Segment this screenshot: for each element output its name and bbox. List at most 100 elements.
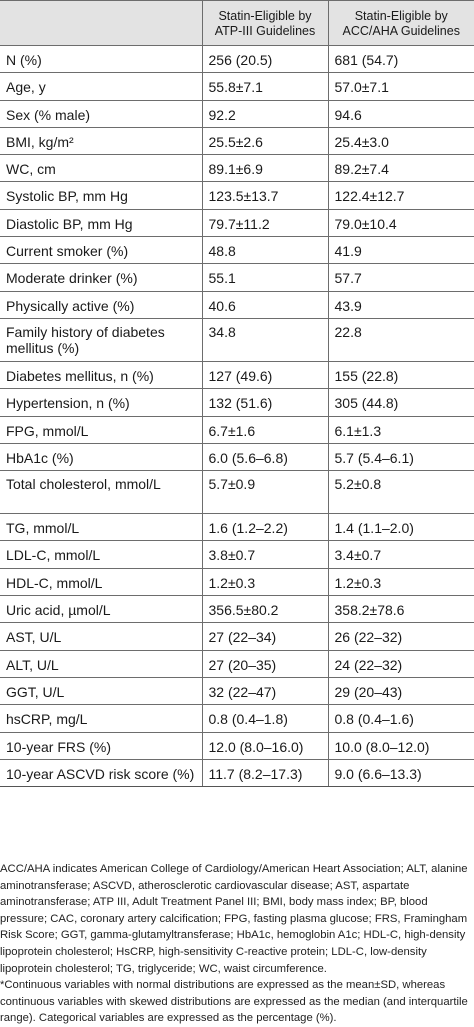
row-label: Current smoker (%) — [0, 236, 203, 265]
characteristics-table: Statin-Eligible by ATP-III Guidelines St… — [0, 0, 474, 788]
acc-aha-value: 41.9 — [328, 236, 474, 265]
row-label: Moderate drinker (%) — [0, 263, 203, 292]
table-row: HDL-C, mmol/L 1.2±0.3 1.2±0.3 — [0, 568, 474, 597]
table-row: hsCRP, mg/L 0.8 (0.4–1.8) 0.8 (0.4–1.6) — [0, 704, 474, 733]
table-row: Family history of diabetes mellitus (%) 3… — [0, 318, 474, 362]
table-row: BMI, kg/m² 25.5±2.6 25.4±3.0 — [0, 127, 474, 156]
row-label: TG, mmol/L — [0, 513, 203, 542]
table-row: TG, mmol/L 1.6 (1.2–2.2) 1.4 (1.1–2.0) — [0, 513, 474, 542]
acc-aha-value: 5.7 (5.4–6.1) — [328, 443, 474, 472]
table-row: Moderate drinker (%) 55.1 57.7 — [0, 263, 474, 292]
acc-aha-value: 10.0 (8.0–12.0) — [328, 732, 474, 760]
atp-iii-value: 11.7 (8.2–17.3) — [202, 759, 329, 788]
table-row: LDL-C, mmol/L 3.8±0.7 3.4±0.7 — [0, 540, 474, 569]
table-row: Physically active (%) 40.6 43.9 — [0, 291, 474, 319]
row-label: HDL-C, mmol/L — [0, 568, 203, 597]
table-row: HbA1c (%) 6.0 (5.6–6.8) 5.7 (5.4–6.1) — [0, 443, 474, 472]
atp-iii-value: 356.5±80.2 — [202, 595, 329, 624]
table-row: Diastolic BP, mm Hg 79.7±11.2 79.0±10.4 — [0, 209, 474, 238]
row-label: AST, U/L — [0, 622, 203, 651]
acc-aha-value: 22.8 — [328, 318, 474, 362]
atp-iii-value: 12.0 (8.0–16.0) — [202, 732, 329, 760]
row-label: LDL-C, mmol/L — [0, 540, 203, 569]
row-label: 10-year ASCVD risk score (%) — [0, 759, 203, 788]
header-acc-line2: ACC/AHA Guidelines — [342, 23, 460, 38]
row-label: Sex (% male) — [0, 100, 203, 128]
atp-iii-value: 55.1 — [202, 263, 329, 292]
row-label: Diastolic BP, mm Hg — [0, 209, 203, 238]
header-acc-aha: Statin-Eligible by ACC/AHA Guidelines — [328, 0, 474, 46]
row-label: HbA1c (%) — [0, 443, 203, 472]
acc-aha-value: 155 (22.8) — [328, 361, 474, 390]
header-acc-line1: Statin-Eligible by — [354, 8, 448, 23]
footnote-abbreviations: ACC/AHA indicates American College of Ca… — [0, 863, 468, 975]
table-row: ALT, U/L 27 (20–35) 24 (22–32) — [0, 650, 474, 678]
acc-aha-value: 122.4±12.7 — [328, 181, 474, 210]
table-row: Sex (% male) 92.2 94.6 — [0, 100, 474, 128]
atp-iii-value: 3.8±0.7 — [202, 540, 329, 569]
acc-aha-value: 305 (44.8) — [328, 388, 474, 417]
atp-iii-value: 34.8 — [202, 318, 329, 362]
row-label: FPG, mmol/L — [0, 416, 203, 444]
atp-iii-value: 123.5±13.7 — [202, 181, 329, 210]
table-row: 10-year FRS (%) 12.0 (8.0–16.0) 10.0 (8.0–… — [0, 732, 474, 760]
acc-aha-value: 24 (22–32) — [328, 650, 474, 678]
atp-iii-value: 48.8 — [202, 236, 329, 265]
header-atp-line1: Statin-Eligible by — [218, 8, 312, 23]
table-row: WC, cm 89.1±6.9 89.2±7.4 — [0, 154, 474, 183]
table-row: Current smoker (%) 48.8 41.9 — [0, 236, 474, 265]
atp-iii-value: 256 (20.5) — [202, 45, 329, 74]
acc-aha-value: 79.0±10.4 — [328, 209, 474, 238]
atp-iii-value: 89.1±6.9 — [202, 154, 329, 183]
atp-iii-value: 127 (49.6) — [202, 361, 329, 390]
row-label: GGT, U/L — [0, 677, 203, 706]
row-label: 10-year FRS (%) — [0, 732, 203, 760]
row-label: hsCRP, mg/L — [0, 704, 203, 733]
table-header: Statin-Eligible by ATP-III Guidelines St… — [0, 0, 474, 46]
atp-iii-value: 55.8±7.1 — [202, 72, 329, 101]
table-row: Systolic BP, mm Hg 123.5±13.7 122.4±12.7 — [0, 181, 474, 210]
header-row: Statin-Eligible by ATP-III Guidelines St… — [0, 0, 474, 46]
table-footnote: ACC/AHA indicates American College of Ca… — [0, 861, 470, 1027]
atp-iii-value: 27 (20–35) — [202, 650, 329, 678]
acc-aha-value: 681 (54.7) — [328, 45, 474, 74]
header-label-cell — [0, 0, 203, 46]
footnote-note: *Continuous variables with normal distri… — [0, 979, 468, 1025]
atp-iii-value: 1.6 (1.2–2.2) — [202, 513, 329, 542]
row-label: N (%) — [0, 45, 203, 74]
atp-iii-value: 0.8 (0.4–1.8) — [202, 704, 329, 733]
acc-aha-value: 57.7 — [328, 263, 474, 292]
row-label: Physically active (%) — [0, 291, 203, 319]
table-row: Hypertension, n (%) 132 (51.6) 305 (44.8) — [0, 388, 474, 417]
table-row: GGT, U/L 32 (22–47) 29 (20–43) — [0, 677, 474, 706]
table-body: N (%) 256 (20.5) 681 (54.7) Age, y 55.8±7.1 5… — [0, 45, 474, 788]
acc-aha-value: 89.2±7.4 — [328, 154, 474, 183]
acc-aha-value: 0.8 (0.4–1.6) — [328, 704, 474, 733]
atp-iii-value: 1.2±0.3 — [202, 568, 329, 597]
row-label: ALT, U/L — [0, 650, 203, 678]
table-row: Age, y 55.8±7.1 57.0±7.1 — [0, 72, 474, 101]
atp-iii-value: 27 (22–34) — [202, 622, 329, 651]
row-label: Family history of diabetes mellitus (%) — [0, 318, 203, 362]
table-row: FPG, mmol/L 6.7±1.6 6.1±1.3 — [0, 416, 474, 444]
acc-aha-value: 1.4 (1.1–2.0) — [328, 513, 474, 542]
table-row: Uric acid, µmol/L 356.5±80.2 358.2±78.6 — [0, 595, 474, 624]
table-row: Diabetes mellitus, n (%) 127 (49.6) 155 (2… — [0, 361, 474, 390]
atp-iii-value: 5.7±0.9 — [202, 470, 329, 515]
acc-aha-value: 25.4±3.0 — [328, 127, 474, 156]
atp-iii-value: 32 (22–47) — [202, 677, 329, 706]
row-label: Hypertension, n (%) — [0, 388, 203, 417]
acc-aha-value: 6.1±1.3 — [328, 416, 474, 444]
acc-aha-value: 43.9 — [328, 291, 474, 319]
acc-aha-value: 94.6 — [328, 100, 474, 128]
atp-iii-value: 92.2 — [202, 100, 329, 128]
acc-aha-value: 5.2±0.8 — [328, 470, 474, 515]
acc-aha-value: 3.4±0.7 — [328, 540, 474, 569]
acc-aha-value: 26 (22–32) — [328, 622, 474, 651]
row-label: Systolic BP, mm Hg — [0, 181, 203, 210]
row-label: BMI, kg/m² — [0, 127, 203, 156]
table-row: Total cholesterol, mmol/L 5.7±0.9 5.2±0.8 — [0, 470, 474, 515]
row-label: Uric acid, µmol/L — [0, 595, 203, 624]
row-label: Diabetes mellitus, n (%) — [0, 361, 203, 390]
